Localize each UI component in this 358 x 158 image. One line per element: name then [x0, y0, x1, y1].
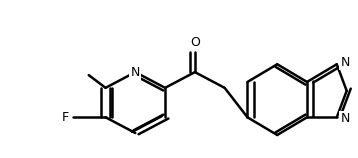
- Text: N: N: [340, 56, 350, 69]
- Text: N: N: [131, 66, 140, 79]
- Text: O: O: [190, 36, 200, 49]
- Text: F: F: [62, 111, 69, 124]
- Text: N: N: [340, 112, 350, 125]
